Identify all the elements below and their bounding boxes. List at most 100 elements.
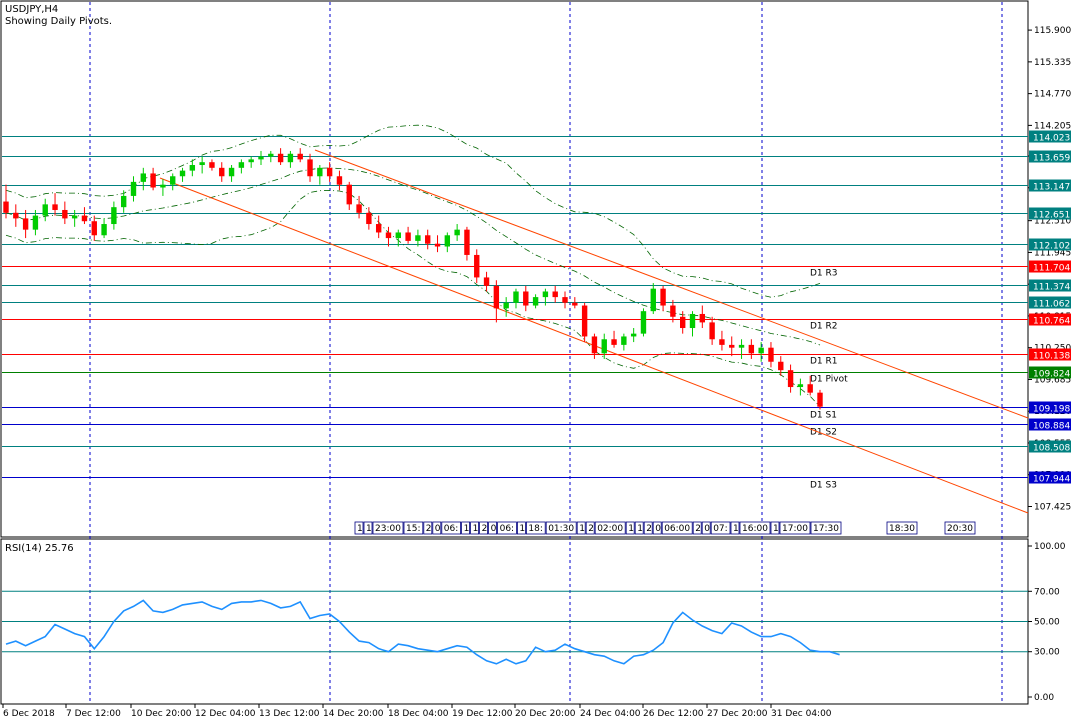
candle-body <box>611 339 617 345</box>
candle-body <box>62 209 68 219</box>
session-label: 1 <box>628 524 634 534</box>
y-tick-label: 114.770 <box>1034 90 1071 100</box>
session-box <box>470 521 480 535</box>
candle-body <box>297 153 303 160</box>
session-label: 0 <box>491 524 497 534</box>
candle-body <box>42 204 48 216</box>
session-label: 18: <box>528 524 542 534</box>
y-tick-label: 109.685 <box>1034 375 1071 385</box>
session-box <box>488 521 498 535</box>
candle-body <box>405 232 411 241</box>
price-badge-text: 110.138 <box>1033 352 1070 362</box>
candle-body <box>22 218 29 230</box>
session-label: 1 <box>366 524 372 534</box>
candle-body <box>415 235 421 241</box>
session-label: 1 <box>473 524 479 534</box>
y-tick-label: 114.205 <box>1034 121 1071 131</box>
session-box <box>526 521 546 535</box>
candle-body <box>356 204 362 213</box>
session-box <box>643 521 653 535</box>
candle-body <box>219 167 225 177</box>
candle-body <box>120 195 127 208</box>
x-tick-label: 20 Dec 20:00 <box>515 709 576 719</box>
session-box <box>517 521 526 535</box>
rsi-series-line <box>5 599 840 665</box>
candle-body <box>189 165 196 171</box>
candle-body <box>591 336 598 354</box>
x-tick-label: 26 Dec 12:00 <box>643 709 704 719</box>
candle-body <box>91 221 97 236</box>
x-tick-label: 19 Dec 12:00 <box>452 709 513 719</box>
price-badge-text: 107.944 <box>1033 475 1070 485</box>
session-label: 1 <box>773 524 779 534</box>
session-box <box>625 521 635 535</box>
rsi-label: RSI(14) 25.76 <box>5 543 74 554</box>
candle-body <box>434 243 441 247</box>
session-label: 16:00 <box>742 524 768 534</box>
x-tick-label: 13 Dec 12:00 <box>259 709 320 719</box>
candle-body <box>170 176 176 185</box>
candle-body <box>336 176 343 185</box>
candle-body <box>729 344 735 348</box>
session-box <box>944 521 976 535</box>
price-badge <box>1029 366 1071 379</box>
price-badge-text: 111.374 <box>1033 283 1070 293</box>
session-label: 07: <box>713 524 727 534</box>
price-panel-frame <box>0 0 1029 538</box>
candle-body <box>474 254 480 278</box>
candle-body <box>650 288 656 312</box>
level-name-label: D1 R3 <box>810 269 838 279</box>
chart-subtitle: Showing Daily Pivots. <box>5 16 112 27</box>
y-tick-label: 111.945 <box>1034 248 1071 258</box>
candle-body <box>258 156 264 160</box>
session-box <box>372 521 404 535</box>
price-badge <box>1029 238 1071 251</box>
candle-body <box>199 162 205 166</box>
price-level-badges: 114.023 113.659 113.147 112.651 112.102 111.7… <box>1029 130 1071 485</box>
session-label: 17:00 <box>782 524 808 534</box>
candle-body <box>464 229 470 255</box>
level-name-label: D1 R1 <box>810 357 838 367</box>
session-box <box>403 521 424 535</box>
candle-body <box>32 215 39 230</box>
candle-body <box>52 204 58 210</box>
session-box <box>585 521 595 535</box>
candle-body <box>150 173 156 188</box>
level-name-label: D1 Pivot <box>810 375 848 385</box>
session-box <box>594 521 626 535</box>
candle-body <box>13 212 19 219</box>
price-badge <box>1029 279 1071 292</box>
candle-body <box>581 305 588 337</box>
candle-body <box>366 212 372 225</box>
session-label: 17:30 <box>813 524 839 534</box>
pivot-levels: D1 R3 D1 R2 D1 R1 D1 Pivot D1 S1 D1 S2 D1 S3 <box>2 136 1028 491</box>
x-tick-label: 18 Dec 04:00 <box>388 709 449 719</box>
price-badge-text: 109.198 <box>1033 405 1070 415</box>
candle-body <box>160 184 166 188</box>
session-label: 1 <box>637 524 643 534</box>
level-name-label: D1 S1 <box>810 411 837 421</box>
session-label: 06:00 <box>664 524 690 534</box>
candle-body <box>81 215 88 222</box>
candle-body <box>385 232 392 239</box>
session-label: 2 <box>695 524 701 534</box>
session-label: 0 <box>704 524 710 534</box>
level-name-label: D1 S3 <box>810 481 837 491</box>
session-label: 06: <box>444 524 458 534</box>
x-tick-label: 31 Dec 04:00 <box>771 709 832 719</box>
x-tick-label: 6 Dec 2018 <box>3 709 55 719</box>
y-tick-label: 115.900 <box>1034 26 1071 36</box>
candle-body <box>346 184 352 205</box>
session-box <box>432 521 442 535</box>
price-badge-text: 109.824 <box>1033 370 1070 380</box>
candle-body <box>71 215 78 219</box>
session-label: 1 <box>357 524 363 534</box>
middle-band <box>5 167 821 346</box>
session-box <box>770 521 780 535</box>
candle-body <box>621 336 627 345</box>
candle-body <box>326 167 333 177</box>
candle-body <box>709 322 715 340</box>
candle-body <box>719 339 725 345</box>
price-badge-text: 113.659 <box>1033 154 1070 164</box>
